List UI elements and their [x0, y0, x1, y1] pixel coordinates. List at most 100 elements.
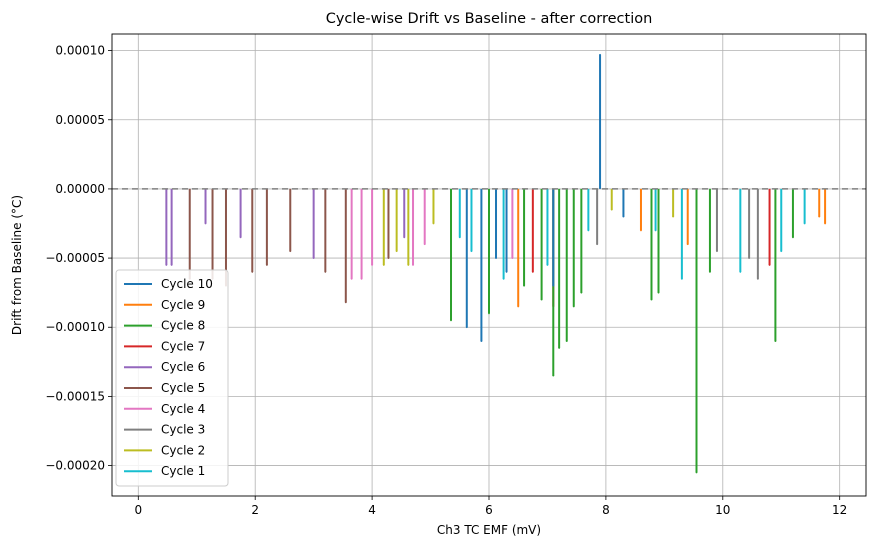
- data-point: [716, 250, 718, 253]
- data-point: [610, 208, 613, 211]
- data-point: [360, 277, 363, 280]
- series-line-cycle-9: [517, 188, 827, 307]
- series-layer: [165, 53, 827, 474]
- data-point: [204, 222, 207, 225]
- data-point: [350, 277, 353, 280]
- data-point: [780, 250, 783, 253]
- y-axis-label: Drift from Baseline (°C): [10, 195, 24, 335]
- data-point: [170, 264, 173, 266]
- legend-label: Cycle 10: [161, 277, 213, 291]
- data-point: [546, 264, 549, 266]
- data-point: [540, 298, 543, 301]
- data-point: [672, 215, 675, 218]
- data-point: [505, 271, 508, 273]
- legend-label: Cycle 9: [161, 298, 205, 312]
- y-tick-label: −0.00015: [45, 389, 105, 403]
- series-line-cycle-4: [350, 188, 514, 279]
- data-point: [552, 374, 555, 377]
- y-tick-label: 0.00010: [55, 44, 105, 58]
- data-point: [824, 222, 826, 225]
- legend-label: Cycle 5: [161, 381, 205, 395]
- series-line-cycle-1: [458, 188, 806, 279]
- data-point: [511, 257, 514, 259]
- data-point: [650, 298, 653, 301]
- data-point: [423, 243, 426, 246]
- data-point: [774, 340, 777, 342]
- data-point: [531, 271, 534, 273]
- data-point: [265, 264, 268, 266]
- data-point: [502, 277, 505, 280]
- y-tick-label: 0.00005: [55, 113, 105, 127]
- y-tick-label: 0.00000: [55, 182, 105, 196]
- data-point: [495, 257, 497, 259]
- series-line-cycle-10: [465, 54, 625, 342]
- data-point: [165, 264, 168, 266]
- legend-label: Cycle 8: [161, 319, 205, 333]
- x-tick-label: 10: [715, 503, 730, 517]
- data-point: [709, 271, 711, 273]
- data-point: [458, 236, 461, 239]
- data-point: [312, 257, 315, 259]
- x-tick-label: 8: [602, 503, 610, 517]
- data-point: [695, 471, 698, 474]
- data-point: [523, 284, 525, 287]
- data-point: [596, 243, 599, 246]
- legend-label: Cycle 6: [161, 360, 205, 374]
- data-point: [599, 53, 601, 56]
- x-tick-label: 4: [368, 503, 376, 517]
- data-point: [565, 340, 568, 342]
- data-point: [344, 301, 347, 304]
- legend-label: Cycle 3: [161, 423, 205, 437]
- data-point: [680, 277, 683, 280]
- data-point: [818, 215, 821, 218]
- data-point: [450, 319, 452, 322]
- series-line-cycle-2: [382, 188, 675, 265]
- data-point: [371, 264, 374, 266]
- y-tick-label: −0.00010: [45, 320, 105, 334]
- series-line-cycle-3: [596, 188, 759, 279]
- data-point: [657, 291, 660, 294]
- x-tick-label: 2: [251, 503, 259, 517]
- data-point: [470, 250, 473, 253]
- data-point: [756, 277, 759, 280]
- x-tick-label: 12: [832, 503, 847, 517]
- data-point: [558, 347, 561, 349]
- data-point: [572, 305, 575, 308]
- data-point: [768, 264, 771, 266]
- series-line-cycle-8: [450, 188, 794, 473]
- legend-box: [115, 269, 229, 487]
- data-point: [251, 271, 254, 273]
- y-tick-label: −0.00020: [45, 459, 105, 473]
- data-point: [686, 243, 689, 246]
- series-line-cycle-5: [188, 188, 390, 303]
- data-point: [403, 236, 406, 239]
- data-point: [792, 236, 794, 239]
- legend-label: Cycle 4: [161, 402, 205, 416]
- data-point: [803, 222, 806, 225]
- legend-label: Cycle 1: [161, 464, 205, 478]
- series-line-cycle-6: [165, 188, 406, 265]
- data-point: [480, 340, 483, 342]
- data-point: [387, 257, 390, 259]
- data-point: [587, 229, 590, 232]
- chart-title: Cycle-wise Drift vs Baseline - after cor…: [326, 11, 653, 27]
- x-tick-label: 6: [485, 503, 493, 517]
- x-tick-label: 0: [134, 503, 142, 517]
- data-point: [465, 326, 468, 329]
- data-point: [654, 229, 657, 232]
- tick-layer: 0 2 4 6 8 10 12 0.00010 0.00005 0.00000 −0.00005 −0…: [45, 44, 847, 517]
- data-point: [622, 215, 625, 218]
- data-point: [395, 250, 398, 253]
- data-point: [432, 222, 435, 225]
- legend-label: Cycle 7: [161, 339, 205, 353]
- y-tick-label: −0.00005: [45, 251, 105, 265]
- data-point: [412, 264, 414, 266]
- data-point: [382, 264, 385, 266]
- data-point: [407, 264, 410, 266]
- data-point: [488, 312, 490, 315]
- data-point: [324, 271, 327, 273]
- data-point: [640, 229, 642, 232]
- data-point: [552, 284, 555, 287]
- data-point: [517, 305, 520, 308]
